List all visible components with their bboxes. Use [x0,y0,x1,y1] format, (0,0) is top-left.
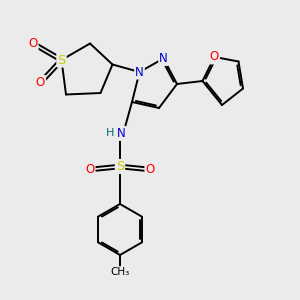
Text: O: O [85,163,94,176]
Text: O: O [36,76,45,89]
Text: CH₃: CH₃ [110,267,130,277]
Text: N: N [135,65,144,79]
Text: H: H [106,128,115,138]
Text: S: S [116,160,124,173]
Text: S: S [57,53,66,67]
Text: O: O [146,163,154,176]
Text: O: O [210,50,219,64]
Text: O: O [28,37,38,50]
Text: N: N [159,52,168,65]
Text: N: N [117,127,126,140]
